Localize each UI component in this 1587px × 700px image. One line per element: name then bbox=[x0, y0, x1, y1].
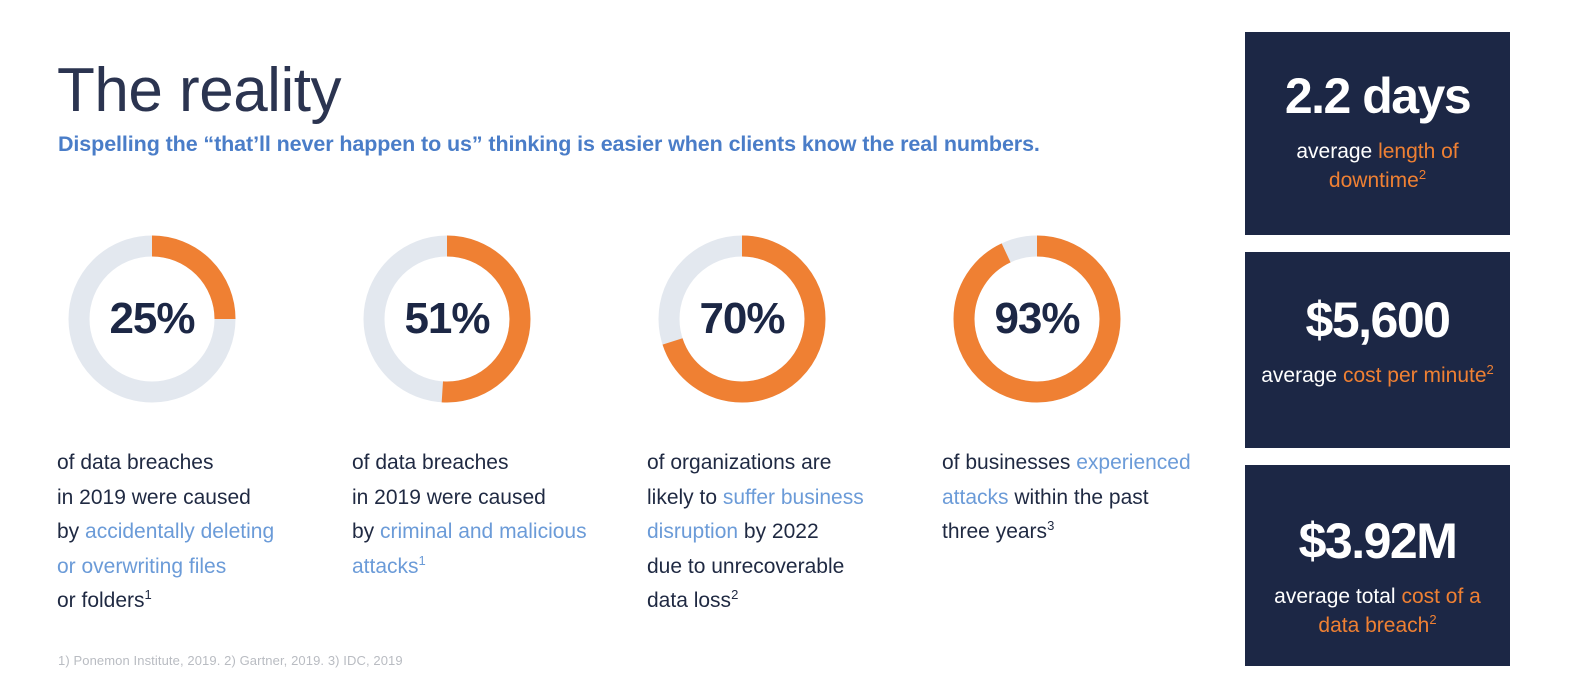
stat-card: $5,600 average cost per minute2 bbox=[1245, 252, 1510, 448]
caption-line: likely to suffer business bbox=[647, 481, 922, 516]
caption-line: by accidentally deleting bbox=[57, 515, 332, 550]
donut-value-label: 93% bbox=[994, 294, 1080, 343]
donut-value-label: 51% bbox=[404, 294, 490, 343]
accent-text: attacks bbox=[942, 485, 1009, 509]
plain-text: within the past bbox=[1008, 485, 1149, 509]
caption-line: attacks1 bbox=[352, 550, 627, 585]
caption-line: in 2019 were caused bbox=[352, 481, 627, 516]
page-subtitle: Dispelling the “that’ll never happen to … bbox=[58, 131, 1040, 156]
footnote-sources: 1) Ponemon Institute, 2019. 2) Gartner, … bbox=[58, 653, 403, 668]
stat-card-caption: average cost per minute2 bbox=[1259, 361, 1496, 390]
plain-text: of organizations are bbox=[647, 451, 832, 474]
stat-cards-column: 2.2 days average length of downtime2 $5,60… bbox=[1245, 32, 1510, 666]
accent-text: cost per minute2 bbox=[1342, 361, 1494, 387]
stat-card: 2.2 days average length of downtime2 bbox=[1245, 32, 1510, 235]
caption-line: attacks within the past bbox=[942, 481, 1217, 516]
plain-text: in 2019 were caused bbox=[57, 485, 251, 509]
donut-stat-25: 25% of data breaches in 2019 were caused by… bbox=[57, 224, 352, 619]
caption-line: of organizations are bbox=[647, 446, 922, 481]
plain-text: likely to bbox=[647, 485, 723, 509]
caption-line: in 2019 were caused bbox=[57, 481, 332, 516]
donut-stat-51: 51% of data breaches in 2019 were caused by… bbox=[352, 224, 647, 619]
stat-card-caption: average total cost of a data breach2 bbox=[1259, 582, 1496, 640]
donut-chart-93: 93% bbox=[942, 224, 1132, 414]
caption-line: of businesses experienced bbox=[942, 446, 1217, 481]
donut-stats-row: 25% of data breaches in 2019 were caused by… bbox=[57, 224, 1217, 619]
donut-chart-70: 70% bbox=[647, 224, 837, 414]
donut-stat-70: 70% of organizations are likely to suffer … bbox=[647, 224, 942, 619]
plain-text: average total bbox=[1274, 584, 1402, 608]
stat-card-caption: average length of downtime2 bbox=[1259, 137, 1496, 195]
plain-text: by 2022 bbox=[738, 520, 819, 543]
stat-card-value: 2.2 days bbox=[1284, 68, 1472, 124]
plain-text: of data breaches bbox=[352, 451, 509, 474]
caption-line: by criminal and malicious bbox=[352, 515, 627, 550]
accent-text: cost of a data breach2 bbox=[1318, 584, 1481, 637]
plain-text: due to unrecoverable bbox=[647, 554, 845, 578]
plain-text: average bbox=[1261, 363, 1343, 387]
footnote-marker: 2 bbox=[1418, 166, 1427, 182]
caption-line: or folders1 bbox=[57, 584, 332, 619]
plain-text: by bbox=[352, 520, 381, 543]
footnote-marker: 2 bbox=[731, 587, 739, 602]
caption-line: data loss2 bbox=[647, 584, 922, 619]
footnote-marker: 3 bbox=[1047, 518, 1055, 533]
caption-line: due to unrecoverable bbox=[647, 550, 922, 585]
donut-caption: of organizations are likely to suffer bus… bbox=[647, 446, 922, 619]
plain-text: data loss2 bbox=[647, 587, 739, 612]
accent-text: attacks1 bbox=[352, 552, 426, 578]
accent-text: accidentally deleting bbox=[85, 520, 275, 543]
stat-card-value: $3.92M bbox=[1298, 513, 1458, 569]
footnote-marker: 2 bbox=[1429, 611, 1437, 627]
stat-card-value: $5,600 bbox=[1305, 292, 1451, 348]
plain-text: by bbox=[57, 520, 86, 543]
donut-caption: of data breaches in 2019 were caused by cr… bbox=[352, 446, 627, 584]
plain-text: average bbox=[1296, 139, 1379, 163]
stat-card: $3.92M average total cost of a data breac… bbox=[1245, 465, 1510, 666]
footnote-marker: 2 bbox=[1486, 361, 1494, 377]
caption-line: of data breaches bbox=[352, 446, 627, 481]
plain-text: or folders1 bbox=[57, 587, 152, 612]
donut-chart-51: 51% bbox=[352, 224, 542, 414]
plain-text: three years3 bbox=[942, 518, 1055, 543]
caption-line: of data breaches bbox=[57, 446, 332, 481]
donut-stat-93: 93% of businesses experienced attacks with… bbox=[942, 224, 1237, 619]
donut-chart-25: 25% bbox=[57, 224, 247, 414]
donut-caption: of businesses experienced attacks within … bbox=[942, 446, 1217, 550]
footnote-marker: 1 bbox=[144, 587, 152, 602]
accent-text: experienced bbox=[1076, 451, 1191, 474]
page-title: The reality bbox=[57, 55, 341, 125]
plain-text: of data breaches bbox=[57, 451, 214, 474]
plain-text: in 2019 were caused bbox=[352, 485, 546, 509]
plain-text: of businesses bbox=[942, 451, 1077, 474]
donut-value-label: 70% bbox=[699, 294, 785, 343]
donut-caption: of data breaches in 2019 were caused by ac… bbox=[57, 446, 332, 619]
accent-text: or overwriting files bbox=[57, 554, 227, 578]
caption-line: three years3 bbox=[942, 515, 1217, 550]
footnote-marker: 1 bbox=[418, 552, 426, 568]
accent-text: criminal and malicious bbox=[380, 520, 587, 543]
accent-text: length of downtime2 bbox=[1328, 139, 1459, 192]
caption-line: disruption by 2022 bbox=[647, 515, 922, 550]
donut-value-label: 25% bbox=[109, 294, 195, 343]
caption-line: or overwriting files bbox=[57, 550, 332, 585]
accent-text: disruption bbox=[647, 520, 739, 543]
accent-text: suffer business bbox=[722, 485, 864, 509]
